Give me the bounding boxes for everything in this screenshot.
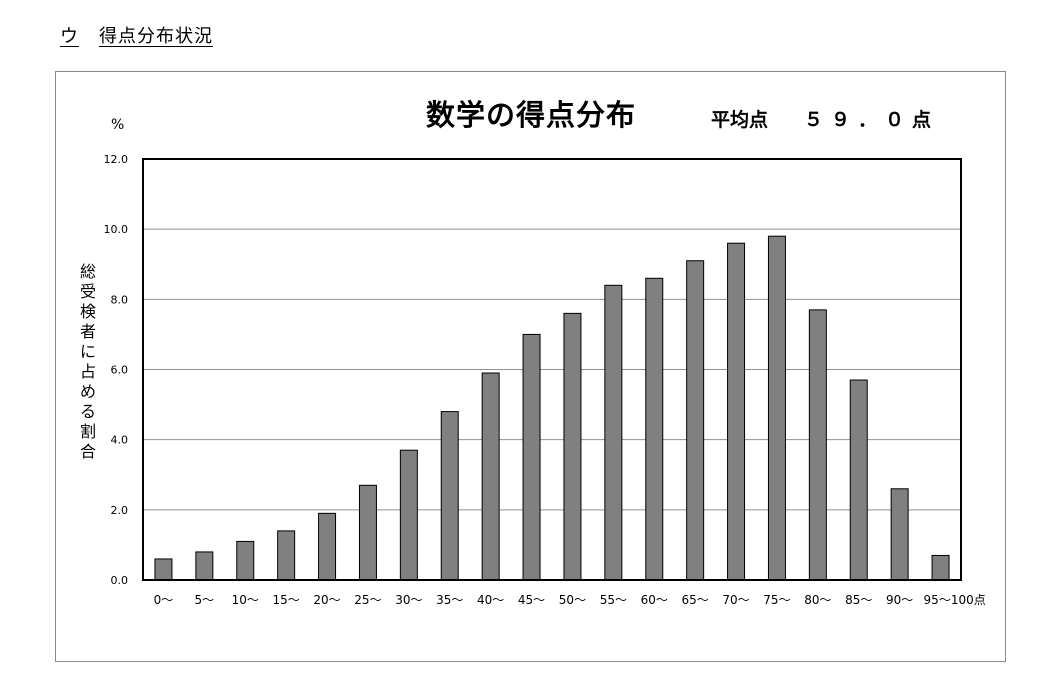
x-tick-label: 5～ (195, 593, 215, 607)
bar (481, 372, 500, 581)
y-tick-label: 10.0 (104, 223, 129, 236)
x-tick-label: 95～100点 (924, 593, 986, 607)
x-tick-label: 20～ (313, 593, 340, 607)
bar (727, 242, 746, 581)
bar (767, 235, 786, 581)
bar (195, 551, 214, 581)
x-tick-label: 80～ (804, 593, 831, 607)
section-marker: ウ (60, 26, 79, 47)
x-tick-label: 90～ (886, 593, 913, 607)
x-tick-label: 85～ (845, 593, 872, 607)
bar (154, 558, 173, 581)
y-tick-label: 2.0 (111, 504, 129, 517)
x-tick-label: 0～ (154, 593, 174, 607)
x-tick-label: 35～ (436, 593, 463, 607)
y-tick-label: 12.0 (104, 153, 129, 166)
y-tick-label: 0.0 (111, 574, 129, 587)
x-tick-label: 10～ (232, 593, 259, 607)
bar (890, 488, 909, 581)
bar (236, 540, 255, 581)
chart-title: 数学の得点分布 (426, 98, 637, 132)
bar (522, 333, 541, 581)
x-tick-label: 30～ (395, 593, 422, 607)
bar (849, 379, 868, 581)
bar (358, 484, 377, 581)
x-tick-label: 75～ (763, 593, 790, 607)
x-tick-label: 25～ (354, 593, 381, 607)
plot-area-border (142, 158, 962, 581)
x-tick-label: 15～ (273, 593, 300, 607)
bar-chart: 0.0 2.0 4.0 6.0 8.0 10.0 12.0 0～ 5～ 10～ 15～ 20～ 25～ 3… (104, 153, 986, 607)
bar (645, 277, 664, 581)
bar (931, 554, 950, 581)
bar (563, 312, 582, 581)
x-tick-label: 55～ (600, 593, 627, 607)
y-unit-label: % (111, 117, 125, 133)
y-tick-label: 6.0 (111, 364, 129, 377)
bar (277, 530, 296, 581)
y-tick-label: 4.0 (111, 434, 129, 447)
average-label: 平均点 (711, 109, 769, 131)
bar (686, 260, 705, 581)
x-tick-label: 60～ (641, 593, 668, 607)
x-tick-label: 40～ (477, 593, 504, 607)
bar (604, 284, 623, 581)
section-heading: ウ得点分布状況 (60, 22, 213, 48)
bar (318, 512, 337, 581)
y-axis-label: 総受検者に占める割合 (79, 262, 96, 461)
x-tick-label: 70～ (722, 593, 749, 607)
x-tick-label: 50～ (559, 593, 586, 607)
average-value: ５９．０点 (804, 109, 940, 131)
x-tick-label: 45～ (518, 593, 545, 607)
bar (440, 411, 459, 581)
y-tick-label: 8.0 (111, 293, 129, 306)
x-tick-label: 65～ (682, 593, 709, 607)
chart-frame: 数学の得点分布 平均点 ５９．０点 % 総受検者に占める割合 0.0 2.0 4.0… (55, 71, 1006, 662)
bar (808, 309, 827, 581)
bar (399, 449, 418, 581)
section-heading-text: 得点分布状況 (99, 26, 213, 47)
